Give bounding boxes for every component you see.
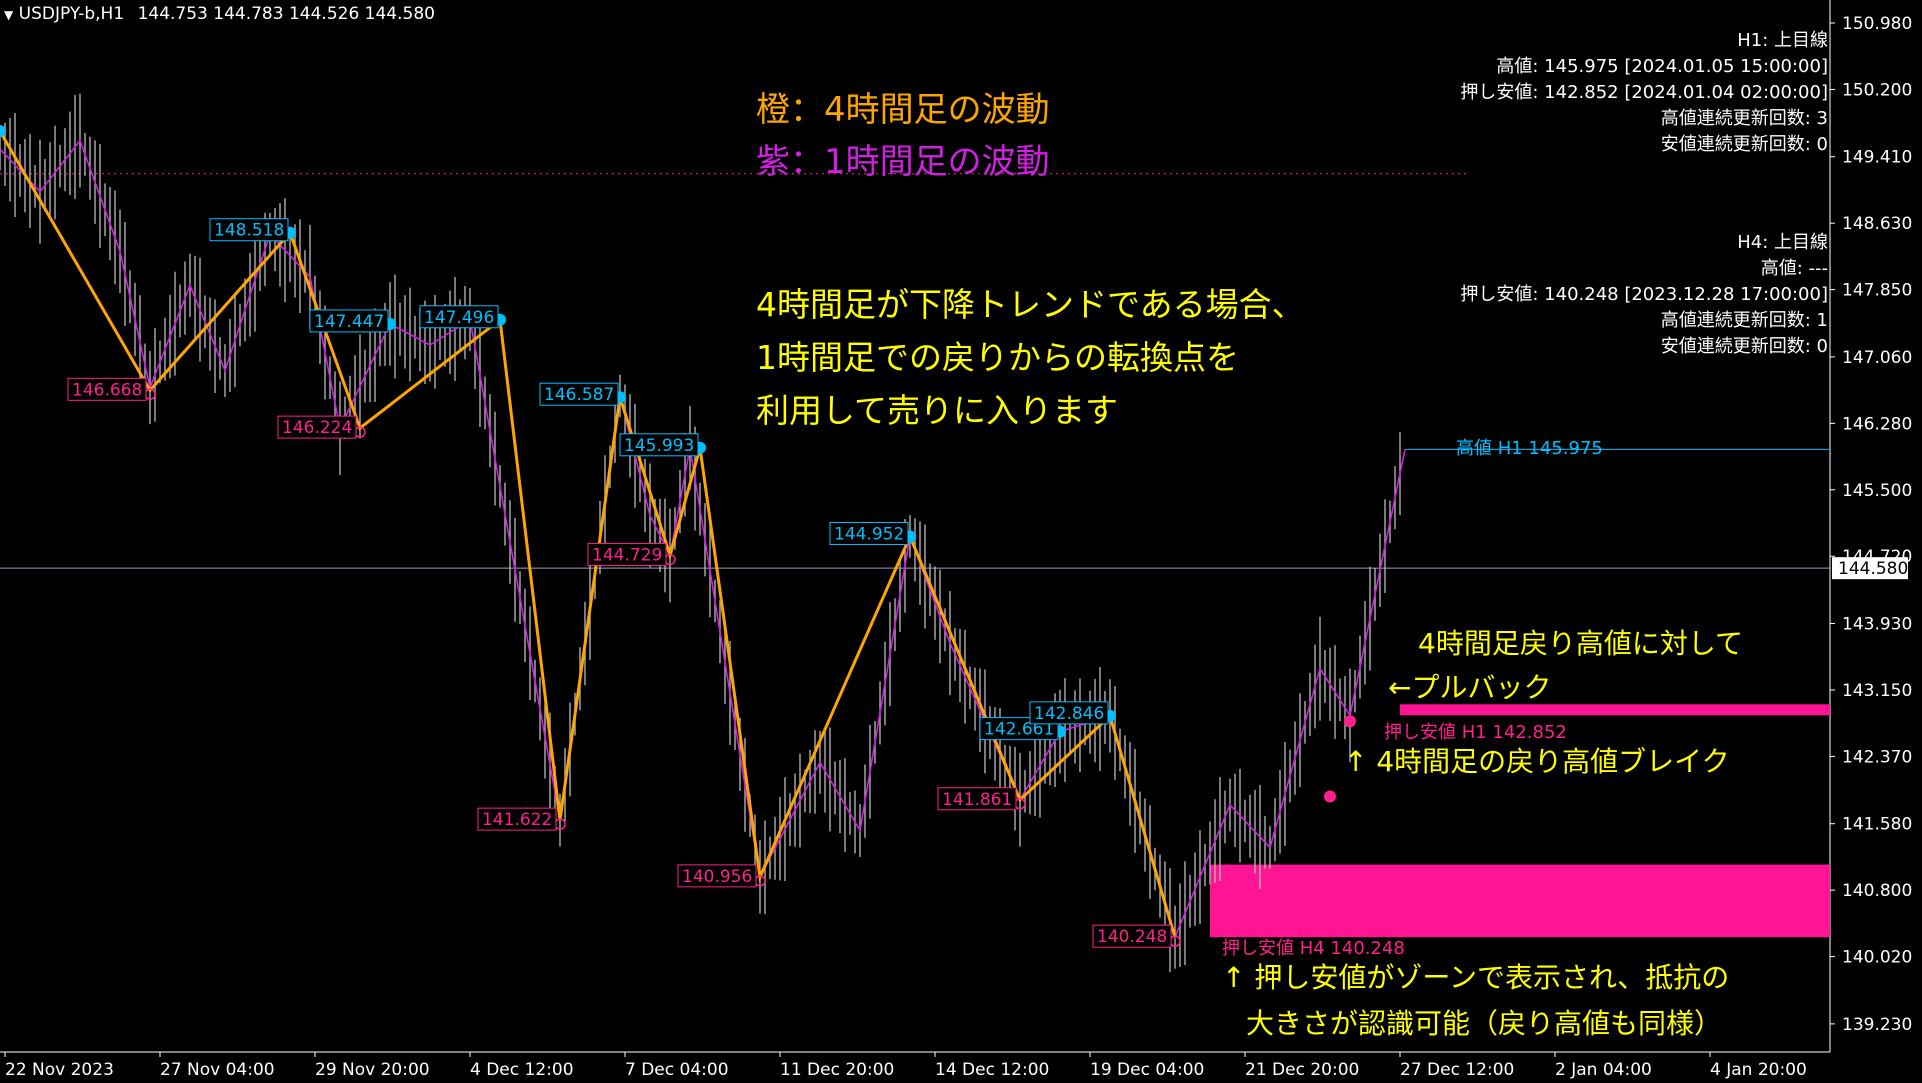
swing-high-label: 147.447 <box>314 312 384 332</box>
info-panel-h1: H1: 上目線 高値: 145.975 [2024.01.05 15:00:00… <box>1460 28 1828 158</box>
pullback-text-2: ←プルバック <box>1388 671 1552 704</box>
time-tick-label: 4 Jan 20:00 <box>1710 1060 1807 1080</box>
info-h4-line: 押し安値: 140.248 [2023.12.28 17:00:00] <box>1460 284 1828 305</box>
swing-low-label: 144.729 <box>592 545 662 565</box>
swing-high-label: 145.993 <box>624 436 694 456</box>
time-tick-label: 19 Dec 04:00 <box>1090 1060 1204 1080</box>
collapse-triangle-icon[interactable]: ▼ <box>4 8 14 22</box>
swing-high-label: 144.952 <box>834 524 904 544</box>
swing-low-box <box>937 787 1017 811</box>
strategy-line-2: 1時間足での戻りからの転換点を <box>756 338 1239 377</box>
swing-high-box <box>619 433 699 457</box>
swing-high-box <box>829 521 909 545</box>
h4-pushed-low-zone <box>1210 864 1830 938</box>
time-tick-label: 27 Dec 12:00 <box>1400 1060 1514 1080</box>
break-marker <box>1324 790 1336 803</box>
info-h1-line: 高値: 145.975 [2024.01.05 15:00:00] <box>1496 56 1828 77</box>
legend-purple: 紫：1時間足の波動 <box>756 142 1050 182</box>
swing-low-label: 140.956 <box>682 867 752 887</box>
h4-wave-line <box>0 130 1177 938</box>
info-panel-h4: H4: 上目線 高値: --- 押し安値: 140.248 [2023.12.2… <box>1460 230 1828 360</box>
strategy-line-1: 4時間足が下降トレンドである場合、 <box>756 285 1305 324</box>
swing-high-label: 146.587 <box>544 385 614 405</box>
swing-high-box <box>1029 701 1109 725</box>
current-price-tag <box>1832 557 1908 580</box>
pullback-text-1: 4時間足戻り高値に対して <box>1418 627 1743 660</box>
info-h4-line: 安値連続更新回数: 0 <box>1660 336 1828 357</box>
swing-low-label: 141.861 <box>942 790 1012 810</box>
price-tick-label: 142.370 <box>1842 747 1912 767</box>
h1-wave-line <box>0 138 1406 940</box>
price-tick-label: 143.150 <box>1842 681 1912 701</box>
swing-high-box <box>539 382 619 406</box>
strategy-line-3: 利用して売りに入ります <box>756 391 1119 430</box>
info-h1-line: H1: 上目線 <box>1737 30 1828 51</box>
price-tick-label: 149.410 <box>1842 148 1912 168</box>
h1-low-line-label: 押し安値 H1 142.852 <box>1384 722 1567 743</box>
price-tick-label: 140.800 <box>1842 881 1912 901</box>
info-h1-line: 押し安値: 142.852 [2024.01.04 02:00:00] <box>1460 82 1828 103</box>
swing-high-box <box>309 309 389 333</box>
swing-low-box <box>1092 924 1172 948</box>
swing-low-label: 146.668 <box>72 380 142 400</box>
time-tick-label: 4 Dec 12:00 <box>470 1060 574 1080</box>
swing-low-label: 141.622 <box>482 810 552 830</box>
swing-low-label: 146.224 <box>282 418 352 438</box>
symbol-label: USDJPY-b,H1 <box>18 4 125 24</box>
swing-low-box <box>67 377 147 401</box>
swing-high-label: 147.496 <box>424 308 494 328</box>
swing-high-marker <box>0 125 6 138</box>
swing-low-box <box>677 864 757 888</box>
time-tick-label: 21 Dec 20:00 <box>1245 1060 1359 1080</box>
time-tick-label: 29 Nov 20:00 <box>315 1060 430 1080</box>
price-tick-label: 146.280 <box>1842 414 1912 434</box>
pushed-low-marker <box>1344 715 1356 728</box>
info-h4-line: 高値: --- <box>1760 258 1828 279</box>
break-text: ↑ 4時間足の戻り高値ブレイク <box>1344 745 1730 778</box>
swing-high-label: 148.518 <box>214 221 284 241</box>
current-price-label: 144.580 <box>1838 559 1908 579</box>
h1-high-line-label: 高値 H1 145.975 <box>1456 438 1603 459</box>
time-tick-label: 7 Dec 04:00 <box>625 1060 729 1080</box>
swing-low-box <box>587 542 667 566</box>
time-tick-label: 14 Dec 12:00 <box>935 1060 1049 1080</box>
price-tick-label: 141.580 <box>1842 815 1912 835</box>
price-tick-label: 143.930 <box>1842 615 1912 635</box>
price-tick-label: 148.630 <box>1842 214 1912 234</box>
time-tick-label: 27 Nov 04:00 <box>160 1060 275 1080</box>
price-tick-label: 140.020 <box>1842 948 1912 968</box>
chart-header: ▼ USDJPY-b,H1 144.753 144.783 144.526 14… <box>4 4 435 24</box>
price-tick-label: 147.850 <box>1842 281 1912 301</box>
price-tick-label: 150.200 <box>1842 80 1912 100</box>
swing-high-box <box>209 218 289 242</box>
time-tick-label: 22 Nov 2023 <box>5 1060 114 1080</box>
time-tick-label: 11 Dec 20:00 <box>780 1060 894 1080</box>
time-tick-label: 2 Jan 04:00 <box>1555 1060 1652 1080</box>
swing-low-box <box>277 415 357 439</box>
h1-pushed-low-zone <box>1400 704 1830 716</box>
price-tick-label: 139.230 <box>1842 1015 1912 1035</box>
swing-low-label: 140.248 <box>1097 927 1167 947</box>
info-h4-line: H4: 上目線 <box>1737 232 1828 253</box>
ohlc-readout: 144.753 144.783 144.526 144.580 <box>137 4 435 24</box>
legend-orange: 橙：4時間足の波動 <box>756 90 1050 130</box>
swing-high-box <box>419 305 499 329</box>
swing-low-box <box>477 807 557 831</box>
zone-text-2: 大きさが認識可能（戻り高値も同様） <box>1246 1007 1723 1040</box>
zone-text-1: ↑ 押し安値がゾーンで表示され、抵抗の <box>1222 961 1730 994</box>
price-tick-label: 147.060 <box>1842 348 1912 368</box>
info-h1-line: 安値連続更新回数: 0 <box>1660 134 1828 155</box>
price-tick-label: 150.980 <box>1842 14 1912 34</box>
swing-high-label: 142.846 <box>1034 704 1104 724</box>
swing-high-label: 142.661 <box>984 720 1054 740</box>
info-h4-line: 高値連続更新回数: 1 <box>1660 310 1828 331</box>
h4-low-line-label: 押し安値 H4 140.248 <box>1222 938 1405 959</box>
price-tick-label: 145.500 <box>1842 481 1912 501</box>
info-h1-line: 高値連続更新回数: 3 <box>1660 108 1828 129</box>
